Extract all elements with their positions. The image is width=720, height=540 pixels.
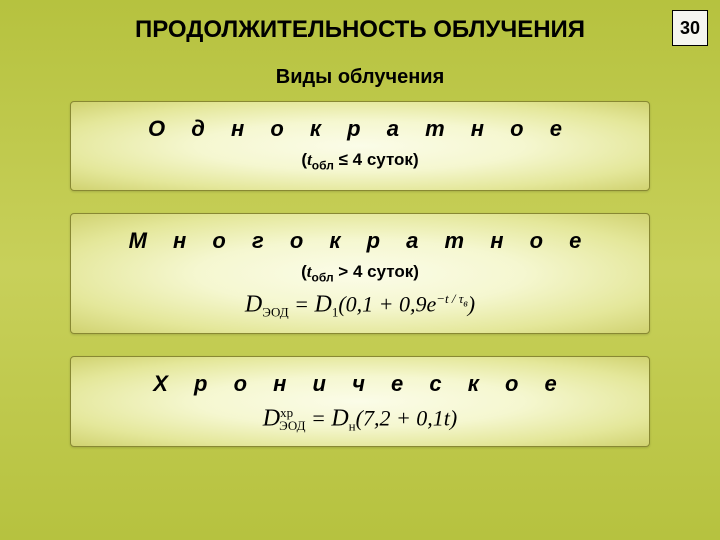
card-multiple: М н о г о к р а т н о е (tобл > 4 суток)…: [70, 213, 650, 333]
cond-rest: ≤ 4 суток): [334, 150, 419, 169]
cond-sub: обл: [312, 158, 334, 172]
f-D: D: [263, 405, 280, 431]
card-multiple-condition: (tобл > 4 суток): [81, 262, 639, 284]
card-multiple-formula: DЭОД = D1(0,1 + 0,9e−t / τв): [81, 291, 639, 321]
cond-rest: > 4 суток): [334, 262, 419, 281]
card-single: О д н о к р а т н о е (tобл ≤ 4 суток): [70, 101, 650, 191]
f-exp: −t / τв: [436, 291, 468, 306]
f-open: (0,1 + 0,9: [338, 291, 426, 316]
f-rest: (7,2 + 0,1t): [356, 405, 458, 430]
f-Dnsub: н: [349, 418, 356, 433]
page-number: 30: [680, 18, 700, 39]
f-D1: D: [314, 291, 331, 317]
card-chronic-formula: DхрЭОД = Dн(7,2 + 0,1t): [81, 405, 639, 435]
f-eq: =: [305, 405, 331, 430]
subtitle: Виды облучения: [0, 66, 720, 89]
f-e: e: [426, 291, 436, 316]
card-multiple-title: М н о г о к р а т н о е: [81, 228, 639, 254]
page-title: ПРОДОЛЖИТЕЛЬНОСТЬ ОБЛУЧЕНИЯ: [0, 0, 720, 44]
page-number-box: 30: [672, 10, 708, 46]
card-chronic: Х р о н и ч е с к о е DхрЭОД = Dн(7,2 + …: [70, 356, 650, 448]
f-close: ): [468, 291, 475, 316]
card-chronic-title: Х р о н и ч е с к о е: [81, 371, 639, 397]
f-D: D: [245, 291, 262, 317]
cond-sub: обл: [312, 271, 334, 285]
card-single-title: О д н о к р а т н о е: [81, 116, 639, 142]
f-Dsub: ЭОД: [279, 418, 305, 433]
f-Dn: D: [331, 405, 348, 431]
f-eq: =: [289, 291, 315, 316]
f-Dsub: ЭОД: [262, 305, 288, 320]
card-single-condition: (tобл ≤ 4 суток): [81, 150, 639, 172]
